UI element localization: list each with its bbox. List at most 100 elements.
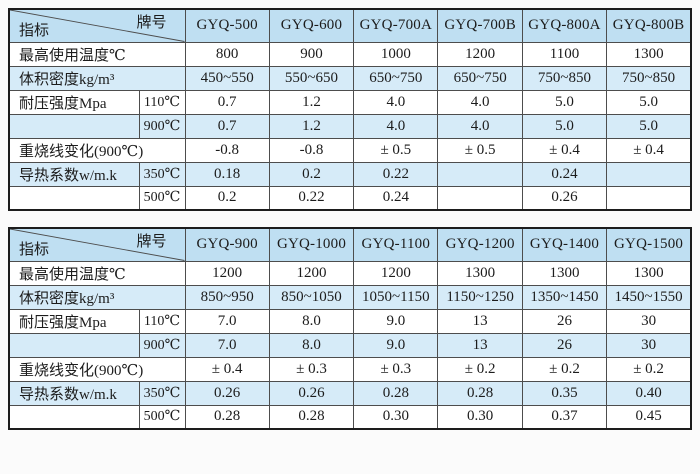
value-cell: 1200 <box>437 41 523 67</box>
row-label-cell: 导热系数w/m.k <box>8 161 140 187</box>
value-cell: 0.7 <box>184 113 270 139</box>
temp-condition-cell: 350℃ <box>138 380 186 406</box>
column-header-cell: GYQ-700A <box>353 8 439 43</box>
value-cell: 26 <box>521 332 608 358</box>
value-cell: 5.0 <box>606 113 692 139</box>
value-cell: 5.0 <box>521 89 608 115</box>
value-cell: 650~750 <box>437 65 523 91</box>
value-cell: 1350~1450 <box>521 284 608 310</box>
row-label-cell: 耐压强度Mpa <box>8 89 140 115</box>
table-row: 导热系数w/m.k 350℃ 0.18 0.2 0.22 0.24 <box>8 161 692 187</box>
value-cell: 0.2 <box>268 161 355 187</box>
value-cell: 8.0 <box>268 308 355 334</box>
temp-condition-cell: 110℃ <box>138 308 186 334</box>
spec-table-gyq-500-800: 牌号 指标 GYQ-500 GYQ-600 GYQ-700A GYQ-700B GYQ-80… <box>8 8 692 211</box>
value-cell: -0.8 <box>268 137 355 163</box>
value-cell: ± 0.3 <box>268 356 355 382</box>
temp-condition-cell: 110℃ <box>138 89 186 115</box>
value-cell <box>606 161 692 187</box>
value-cell: 8.0 <box>268 332 355 358</box>
value-cell: 30 <box>606 308 692 334</box>
value-cell: 0.24 <box>521 161 608 187</box>
column-header-cell: GYQ-1400 <box>521 227 608 262</box>
column-header-cell: GYQ-900 <box>184 227 270 262</box>
corner-cell: 牌号 指标 <box>8 227 186 262</box>
value-cell: ± 0.2 <box>521 356 608 382</box>
value-cell: 4.0 <box>437 113 523 139</box>
value-cell: 1200 <box>184 260 270 286</box>
value-cell: ± 0.4 <box>184 356 270 382</box>
value-cell: 850~950 <box>184 284 270 310</box>
value-cell: 0.40 <box>606 380 692 406</box>
row-label-cell: 重烧线变化(900℃) <box>8 356 186 382</box>
value-cell: 1300 <box>606 41 692 67</box>
row-label-cell <box>8 332 140 358</box>
column-header-cell: GYQ-1500 <box>606 227 692 262</box>
value-cell: 0.45 <box>606 404 692 430</box>
value-cell: 0.28 <box>268 404 355 430</box>
value-cell: 0.26 <box>521 185 608 211</box>
corner-cell: 牌号 指标 <box>8 8 186 43</box>
value-cell <box>606 185 692 211</box>
value-cell: 0.28 <box>184 404 270 430</box>
value-cell: 0.22 <box>353 161 439 187</box>
column-header-cell: GYQ-1000 <box>268 227 355 262</box>
column-header-cell: GYQ-1200 <box>437 227 523 262</box>
row-label-cell: 最高使用温度℃ <box>8 41 186 67</box>
value-cell: 750~850 <box>521 65 608 91</box>
table-row: 导热系数w/m.k 350℃ 0.26 0.26 0.28 0.28 0.35 0.40 <box>8 380 692 406</box>
value-cell: 26 <box>521 308 608 334</box>
spec-table-gyq-900-1500: 牌号 指标 GYQ-900 GYQ-1000 GYQ-1100 GYQ-1200 GYQ-1… <box>8 227 692 430</box>
value-cell: -0.8 <box>184 137 270 163</box>
value-cell: 1050~1150 <box>353 284 439 310</box>
value-cell: 0.30 <box>353 404 439 430</box>
value-cell: ± 0.4 <box>521 137 608 163</box>
value-cell: 1100 <box>521 41 608 67</box>
value-cell: 9.0 <box>353 332 439 358</box>
temp-condition-cell: 500℃ <box>138 185 186 211</box>
table-row: 500℃ 0.2 0.22 0.24 0.26 <box>8 185 692 211</box>
header-row: 牌号 指标 GYQ-900 GYQ-1000 GYQ-1100 GYQ-1200 GYQ-1… <box>8 227 692 262</box>
table-row: 体积密度kg/m³ 850~950 850~1050 1050~1150 1150~12… <box>8 284 692 310</box>
value-cell: 5.0 <box>521 113 608 139</box>
row-label-cell <box>8 185 140 211</box>
column-header-cell: GYQ-800A <box>521 8 608 43</box>
column-header-cell: GYQ-600 <box>268 8 355 43</box>
value-cell: 0.28 <box>437 380 523 406</box>
column-header-cell: GYQ-500 <box>184 8 270 43</box>
value-cell: 30 <box>606 332 692 358</box>
corner-label-grade: 牌号 <box>136 234 167 250</box>
value-cell: 1.2 <box>268 113 355 139</box>
value-cell: 4.0 <box>437 89 523 115</box>
table-row: 重烧线变化(900℃) -0.8 -0.8 ± 0.5 ± 0.5 ± 0.4 ± 0.4 <box>8 137 692 163</box>
value-cell: 900 <box>268 41 355 67</box>
row-label-cell: 最高使用温度℃ <box>8 260 186 286</box>
header-row: 牌号 指标 GYQ-500 GYQ-600 GYQ-700A GYQ-700B GYQ-80… <box>8 8 692 43</box>
value-cell: 450~550 <box>184 65 270 91</box>
diagonal-divider-line <box>10 229 184 260</box>
value-cell: 650~750 <box>353 65 439 91</box>
temp-condition-cell: 350℃ <box>138 161 186 187</box>
value-cell: ± 0.2 <box>606 356 692 382</box>
value-cell: 7.0 <box>184 308 270 334</box>
table-row: 900℃ 7.0 8.0 9.0 13 26 30 <box>8 332 692 358</box>
table-row: 500℃ 0.28 0.28 0.30 0.30 0.37 0.45 <box>8 404 692 430</box>
value-cell: 1300 <box>606 260 692 286</box>
value-cell: 1300 <box>521 260 608 286</box>
table-row: 最高使用温度℃ 800 900 1000 1200 1100 1300 <box>8 41 692 67</box>
row-label-cell: 导热系数w/m.k <box>8 380 140 406</box>
corner-label-grade: 牌号 <box>136 15 167 31</box>
value-cell: 9.0 <box>353 308 439 334</box>
temp-condition-cell: 500℃ <box>138 404 186 430</box>
value-cell: 0.26 <box>184 380 270 406</box>
value-cell <box>437 185 523 211</box>
table-row: 耐压强度Mpa 110℃ 0.7 1.2 4.0 4.0 5.0 5.0 <box>8 89 692 115</box>
value-cell: 550~650 <box>268 65 355 91</box>
value-cell: 4.0 <box>353 89 439 115</box>
temp-condition-cell: 900℃ <box>138 332 186 358</box>
corner-label-indicator: 指标 <box>19 241 50 258</box>
value-cell: 5.0 <box>606 89 692 115</box>
value-cell: 0.37 <box>521 404 608 430</box>
table-row: 900℃ 0.7 1.2 4.0 4.0 5.0 5.0 <box>8 113 692 139</box>
